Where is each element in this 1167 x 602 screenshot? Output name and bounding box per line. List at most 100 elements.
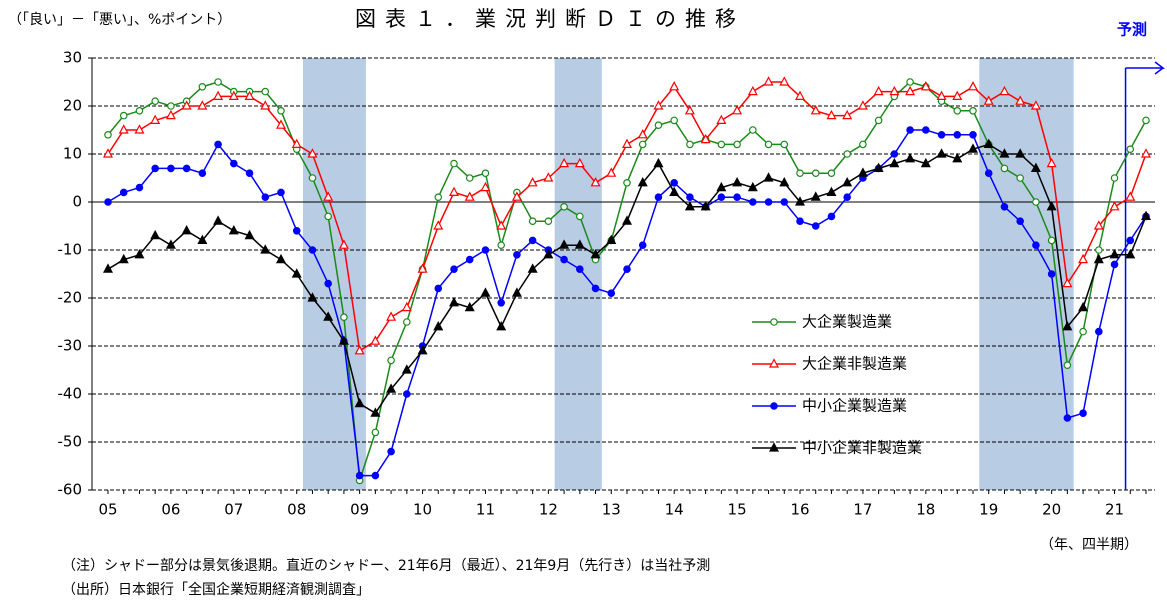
data-point (1126, 145, 1135, 154)
data-point (387, 356, 395, 365)
data-point (622, 215, 632, 225)
data-point (874, 116, 883, 125)
data-point (843, 193, 851, 202)
data-point (197, 234, 208, 244)
data-point (1015, 148, 1026, 158)
data-point (890, 150, 899, 158)
x-tick-label: 11 (476, 501, 495, 519)
data-point (260, 100, 271, 110)
data-point (1079, 409, 1087, 418)
data-point (559, 157, 570, 168)
data-point (1095, 327, 1103, 336)
data-point (1000, 164, 1009, 173)
data-point (307, 148, 318, 158)
data-point (576, 212, 584, 221)
data-point (511, 287, 522, 297)
data-point (779, 177, 790, 187)
data-point (150, 114, 161, 125)
data-point (983, 138, 994, 148)
data-point (245, 169, 254, 178)
data-point (1016, 174, 1024, 182)
data-point (228, 225, 239, 235)
data-point (1046, 201, 1057, 211)
data-point (103, 263, 113, 273)
data-point (827, 212, 836, 221)
data-point (684, 201, 695, 211)
data-point (574, 239, 585, 249)
y-axis-label: （「良い」－「悪い」、%ポイント） (8, 12, 231, 28)
data-point (434, 284, 443, 293)
data-point (355, 471, 364, 480)
data-point (905, 85, 916, 96)
data-point (417, 345, 428, 355)
data-point (811, 222, 820, 230)
data-point (324, 212, 332, 221)
data-point (370, 407, 381, 417)
data-point (450, 265, 458, 274)
data-point (1047, 236, 1056, 245)
data-point (261, 193, 270, 202)
data-point (543, 172, 554, 182)
data-point (1093, 220, 1104, 230)
data-point (1015, 95, 1026, 105)
x-tick-label: 15 (728, 501, 747, 519)
data-point (1079, 327, 1087, 336)
data-point (1032, 198, 1040, 206)
data-point (637, 177, 648, 187)
data-point (480, 287, 491, 297)
data-point (119, 111, 128, 120)
data-point (953, 131, 962, 139)
data-point (779, 76, 790, 86)
data-point (811, 169, 820, 178)
recession-shade (303, 58, 366, 490)
data-point (527, 263, 538, 273)
data-point (764, 198, 773, 206)
data-point (261, 87, 270, 96)
data-point (654, 121, 663, 130)
data-point (354, 345, 365, 355)
data-point (1110, 174, 1119, 182)
data-point (291, 138, 302, 148)
note: （出所）日本銀行「全国企業短期経済観測調査」 (62, 581, 370, 598)
data-point (906, 126, 914, 134)
data-point (638, 241, 647, 250)
y-tick-label: -30 (58, 337, 83, 355)
data-point (999, 148, 1010, 158)
data-point (513, 251, 521, 259)
data-point (905, 153, 916, 163)
x-tick-label: 09 (350, 501, 369, 519)
legend-marker (769, 442, 779, 452)
data-point (323, 191, 334, 201)
x-tick-label: 21 (1105, 501, 1124, 519)
data-point (732, 177, 743, 187)
data-point (983, 95, 994, 105)
recession-shade (554, 58, 602, 490)
data-point (937, 131, 946, 139)
legend-marker (770, 402, 778, 410)
y-tick-label: -40 (58, 385, 83, 403)
data-point (528, 217, 537, 226)
data-point (700, 201, 711, 211)
data-point (764, 140, 773, 149)
data-point (1126, 236, 1135, 245)
data-point (606, 167, 617, 177)
data-point (214, 140, 222, 149)
data-point (763, 76, 774, 86)
x-axis-label: （年、四半期） (1040, 537, 1138, 553)
data-point (198, 83, 207, 91)
data-point (1047, 270, 1056, 278)
data-point (1125, 191, 1136, 201)
data-point (952, 90, 963, 101)
data-point (104, 198, 112, 206)
data-point (716, 181, 727, 192)
data-point (857, 100, 868, 110)
y-tick-label: 10 (63, 145, 82, 163)
data-point (1110, 260, 1119, 269)
data-point (622, 138, 632, 148)
data-point (323, 311, 334, 321)
data-point (1078, 301, 1089, 312)
legend-marker (769, 358, 779, 368)
data-point (591, 284, 600, 293)
data-point (1030, 162, 1041, 172)
